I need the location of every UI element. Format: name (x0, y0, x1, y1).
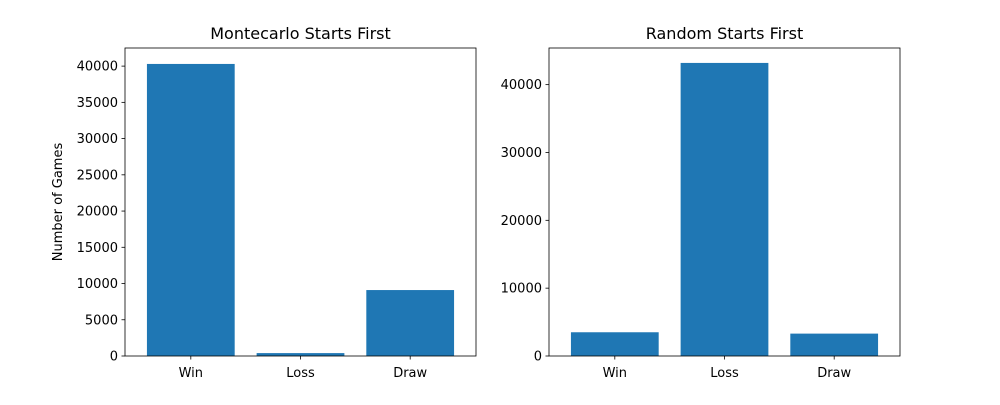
right-chart-ytick-label: 10000 (501, 282, 542, 297)
right-chart-bar-win (570, 332, 659, 356)
right-chart: Win Loss Draw 0 10000 20000 30000 40000 Random S… (501, 24, 901, 381)
left-chart-ytick-label: 40000 (77, 60, 118, 75)
right-chart-ytick-label: 40000 (501, 78, 542, 93)
right-chart-ytick-label: 0 (534, 350, 542, 365)
left-chart-ytick-label: 25000 (77, 168, 118, 183)
left-chart: Win Loss Draw 0 5000 10000 15000 20000 25000 3000… (51, 24, 477, 381)
left-chart-ytick-label: 30000 (77, 132, 118, 147)
left-chart-title: Montecarlo Starts First (210, 24, 391, 43)
left-chart-xtick-label: Loss (286, 366, 315, 381)
left-chart-ytick-label: 35000 (77, 96, 118, 111)
left-chart-ytick-label: 10000 (77, 277, 118, 292)
right-chart-xtick-label: Draw (817, 366, 851, 381)
left-chart-ylabel: Number of Games (51, 143, 66, 262)
left-chart-bar-loss (256, 353, 345, 356)
left-chart-xtick-label: Draw (393, 366, 427, 381)
left-chart-ytick-label: 20000 (77, 205, 118, 220)
right-chart-xtick-label: Loss (710, 366, 739, 381)
right-chart-ytick-label: 20000 (501, 214, 542, 229)
left-chart-ytick-label: 0 (110, 350, 118, 365)
left-chart-xtick-label: Win (179, 366, 203, 381)
left-chart-ytick-label: 15000 (77, 241, 118, 256)
right-chart-xtick-label: Win (603, 366, 627, 381)
right-chart-title: Random Starts First (646, 24, 804, 43)
right-chart-ytick-label: 30000 (501, 146, 542, 161)
left-chart-bar-draw (366, 290, 455, 356)
right-chart-bar-loss (680, 62, 769, 356)
right-chart-bar-draw (790, 333, 879, 356)
left-chart-bar-win (146, 63, 235, 356)
left-chart-ytick-label: 5000 (85, 313, 118, 328)
